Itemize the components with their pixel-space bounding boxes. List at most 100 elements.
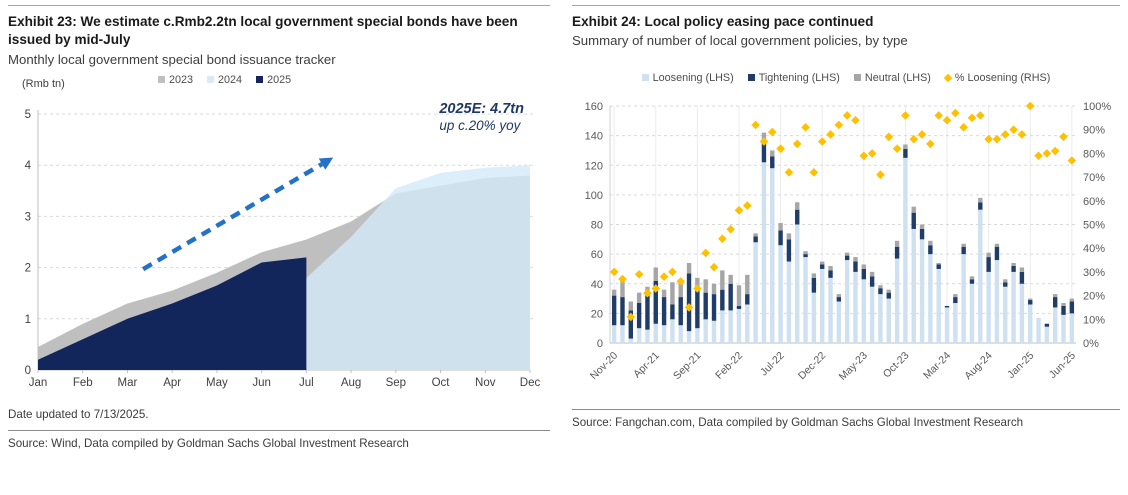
axis-tick-label: Jul-22 <box>758 349 787 378</box>
legend-label: 2024 <box>218 73 243 86</box>
bar-segment-tightening <box>778 229 783 245</box>
bar-segment-loosening <box>695 327 700 343</box>
axis-tick-label: 160 <box>585 101 603 113</box>
bar-segment-tightening <box>795 209 800 224</box>
bar-segment-tightening <box>678 296 683 325</box>
bar-segment-neutral <box>711 283 717 294</box>
diamond-marker <box>792 139 802 148</box>
diamond-marker <box>967 113 977 122</box>
bar-segment-neutral <box>1011 262 1016 266</box>
axis-tick-label: Nov-20 <box>588 349 621 382</box>
exhibit-24: Exhibit 24: Local policy easing pace con… <box>572 5 1120 450</box>
diamond-marker <box>1034 150 1043 160</box>
diamond-marker <box>834 120 844 129</box>
diamond-marker <box>867 148 877 158</box>
diamond-marker <box>942 115 952 125</box>
bar-segment-loosening <box>745 303 750 343</box>
bar-segment-neutral <box>886 289 891 293</box>
diamond-marker <box>817 136 827 146</box>
diamond-marker <box>917 129 927 139</box>
diamond-marker <box>992 134 1002 143</box>
y-axis-unit-label: (Rmb tn) <box>22 77 65 90</box>
bar-segment-tightening <box>969 278 975 284</box>
legend-label: Neutral (LHS) <box>864 71 931 84</box>
bar-segment-tightening <box>819 263 825 269</box>
axis-tick-label: May-23 <box>837 349 870 382</box>
bar-segment-tightening <box>745 293 750 304</box>
report-page: Exhibit 23: We estimate c.Rmb2.2tn local… <box>8 5 1120 450</box>
diamond-marker <box>809 167 819 177</box>
bar-segment-loosening <box>620 324 625 343</box>
bar-segment-tightening <box>628 309 634 339</box>
bar-segment-loosening <box>686 330 692 343</box>
diamond-marker <box>734 205 744 215</box>
bar-segment-loosening <box>903 157 908 343</box>
legend-item-Neutral: Neutral (LHS) <box>853 71 931 84</box>
bar-segment-tightening <box>944 305 950 307</box>
axis-tick-label: Sep <box>386 377 406 389</box>
bar-segment-neutral <box>911 206 916 213</box>
diamond-marker <box>851 115 860 125</box>
bar-segment-tightening <box>861 268 867 279</box>
bar-segment-loosening <box>861 278 867 343</box>
bar-segment-loosening <box>1061 314 1066 343</box>
bar-segment-neutral <box>611 289 617 296</box>
bar-segment-loosening <box>753 241 758 343</box>
axis-tick-label: 70% <box>1083 172 1105 184</box>
bar-segment-loosening <box>1044 326 1050 343</box>
diamond-marker <box>1025 101 1035 110</box>
bar-segment-loosening <box>1052 306 1058 343</box>
bar-segment-neutral <box>770 149 775 156</box>
trend-arrow-line <box>141 162 324 271</box>
bar-segment-tightening <box>828 269 833 278</box>
bar-segment-neutral <box>878 284 883 288</box>
bar-segment-loosening <box>761 161 767 343</box>
bar-segment-tightening <box>994 246 1000 260</box>
diamond-marker <box>842 110 852 120</box>
bar-segment-neutral <box>636 292 642 303</box>
bar-segment-loosening <box>728 309 733 343</box>
bar-segment-loosening <box>886 298 891 343</box>
diamond-marker <box>826 129 835 139</box>
axis-tick-label: 100% <box>1083 101 1111 113</box>
bar-segment-neutral <box>894 240 900 247</box>
bar-segment-loosening <box>1036 317 1041 343</box>
legend-item-pct-loosening: % Loosening (RHS) <box>943 72 1050 84</box>
bar-segment-tightening <box>1044 323 1050 327</box>
bar-segment-tightening <box>894 246 900 259</box>
square-swatch-icon <box>256 76 264 84</box>
bar-segment-tightening <box>936 263 941 269</box>
bar-segment-loosening <box>986 271 991 343</box>
diamond-marker <box>1009 124 1018 134</box>
bar-segment-neutral <box>678 281 683 297</box>
bar-segment-loosening <box>778 244 783 343</box>
axis-tick-label: 120 <box>585 160 603 172</box>
bar-segment-neutral <box>1019 266 1025 272</box>
policy-count-bar-chart: Loosening (LHS) Tightening (LHS) Neutral (… <box>572 72 1120 407</box>
bar-segment-tightening <box>1069 301 1075 313</box>
diamond-marker <box>743 200 752 210</box>
bar-segment-neutral <box>928 240 933 245</box>
bar-segment-tightening <box>653 280 658 324</box>
diamond-marker <box>1017 129 1027 139</box>
axis-tick-label: 1 <box>25 314 31 326</box>
axis-tick-label: 60% <box>1083 195 1105 207</box>
bar-segment-neutral <box>828 265 833 270</box>
bar-segment-loosening <box>819 268 825 343</box>
axis-tick-label: Oct <box>432 377 451 389</box>
axis-tick-label: Jul <box>299 377 314 389</box>
bar-segment-neutral <box>978 197 983 202</box>
bar-segment-tightening <box>770 155 775 168</box>
axis-tick-label: Feb-22 <box>713 349 745 381</box>
area-chart-canvas: 0 1 2 3 4 5 Jan Feb Mar Apr May Jun Jul Aug Sep Oct Nov D… <box>25 109 541 389</box>
diamond-marker <box>984 134 993 143</box>
bar-segment-neutral <box>853 256 858 262</box>
axis-tick-label: 4 <box>25 160 32 172</box>
diamond-marker-icon <box>943 73 953 82</box>
bar-segment-tightening <box>869 275 875 287</box>
bar-segment-neutral <box>695 277 700 290</box>
axis-tick-label: 0 <box>25 365 31 377</box>
bar-segment-tightening <box>720 289 725 310</box>
bar-segment-tightening <box>1028 299 1033 304</box>
bar-segment-neutral <box>819 261 825 264</box>
